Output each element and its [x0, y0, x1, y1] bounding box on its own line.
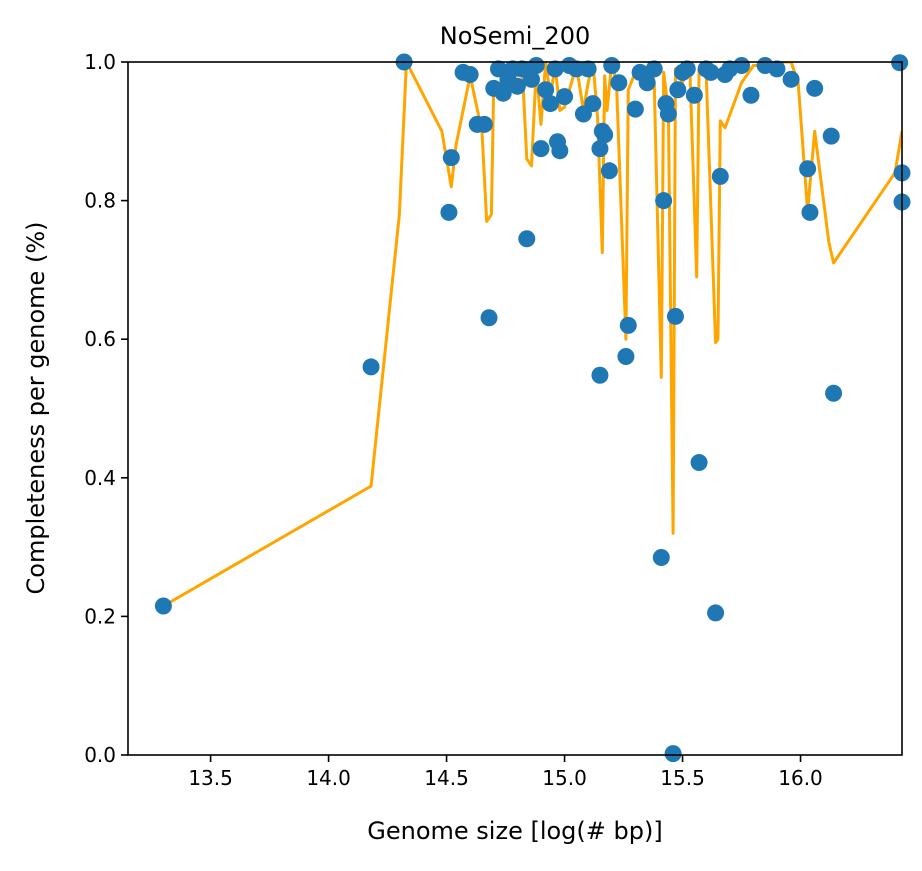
x-tick-label: 14.0: [306, 766, 351, 790]
data-point: [154, 597, 172, 615]
data-point: [600, 162, 618, 180]
data-point: [461, 65, 479, 83]
x-tick-label: 15.5: [660, 766, 705, 790]
data-point: [442, 149, 460, 167]
data-point: [546, 60, 564, 78]
data-point: [652, 549, 670, 566]
y-axis: 0.0 0.2 0.4 0.6 0.8 1.0: [84, 50, 128, 767]
data-point: [685, 86, 703, 104]
data-point: [664, 745, 682, 763]
plot-frame: [127, 61, 903, 756]
data-point: [690, 454, 708, 472]
data-point: [541, 95, 559, 113]
data-point: [711, 167, 729, 185]
y-axis-label: Completeness per genome (%): [22, 222, 50, 595]
x-tick-label: 16.0: [778, 766, 823, 790]
x-tick-label: 15.0: [542, 766, 587, 790]
data-point: [702, 63, 720, 81]
data-point: [626, 100, 644, 118]
x-axis-label: Genome size [log(# bp)]: [367, 817, 662, 845]
data-point: [645, 60, 663, 78]
data-point: [527, 56, 545, 74]
x-tick-label: 14.5: [424, 766, 469, 790]
data-point: [669, 81, 687, 99]
data-point: [556, 88, 574, 106]
data-point: [537, 81, 555, 99]
x-tick-label: 13.5: [188, 766, 233, 790]
data-point: [508, 77, 526, 95]
data-point: [591, 366, 609, 384]
data-point: [659, 105, 677, 123]
data-point: [822, 127, 840, 145]
data-point: [799, 160, 817, 178]
series-points-group: [154, 53, 911, 763]
data-point: [610, 74, 628, 92]
y-tick-label: 0.0: [84, 743, 116, 767]
data-point: [480, 309, 498, 327]
y-tick-label: 0.2: [84, 604, 116, 628]
data-point: [638, 74, 656, 92]
y-tick-label: 0.4: [84, 466, 116, 490]
data-point: [655, 192, 673, 210]
data-point: [782, 70, 800, 88]
data-point: [475, 115, 493, 133]
data-point: [603, 56, 621, 74]
data-point: [494, 84, 512, 102]
x-axis: 13.5 14.0 14.5 15.0 15.5 16.0: [188, 755, 823, 790]
data-point: [518, 230, 536, 248]
data-point: [567, 60, 585, 78]
y-tick-label: 0.8: [84, 189, 116, 213]
data-point: [825, 384, 843, 402]
data-point: [619, 316, 637, 334]
data-point: [678, 60, 696, 78]
data-point: [617, 348, 635, 366]
data-point: [584, 95, 602, 113]
data-point: [733, 56, 751, 74]
data-point: [742, 86, 760, 104]
plot-area: [127, 61, 903, 756]
data-point: [532, 140, 550, 158]
data-point: [666, 307, 684, 325]
data-point: [801, 203, 819, 221]
data-point: [591, 140, 609, 158]
y-tick-label: 1.0: [84, 50, 116, 74]
data-point: [707, 604, 725, 622]
chart-title: NoSemi_200: [440, 22, 591, 50]
data-point: [551, 142, 569, 160]
data-point: [579, 60, 597, 78]
data-point: [440, 203, 458, 221]
data-point: [596, 126, 614, 144]
y-tick-label: 0.6: [84, 327, 116, 351]
data-point: [768, 60, 786, 78]
data-point: [523, 70, 541, 88]
data-point: [362, 358, 380, 376]
data-point: [806, 79, 824, 97]
